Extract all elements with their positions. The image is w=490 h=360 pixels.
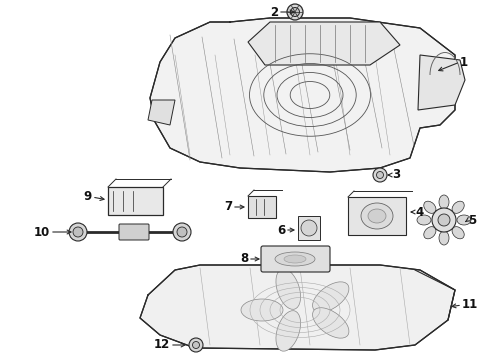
Circle shape (373, 168, 387, 182)
Text: 8: 8 (240, 252, 248, 266)
Ellipse shape (275, 252, 315, 266)
Ellipse shape (457, 215, 471, 225)
Circle shape (432, 208, 456, 232)
Ellipse shape (452, 201, 464, 213)
Polygon shape (418, 55, 465, 110)
Circle shape (73, 227, 83, 237)
Circle shape (287, 4, 303, 20)
Ellipse shape (417, 215, 431, 225)
FancyBboxPatch shape (108, 187, 163, 215)
FancyBboxPatch shape (248, 196, 276, 218)
Circle shape (438, 214, 450, 226)
Text: 5: 5 (468, 213, 476, 226)
Circle shape (291, 8, 299, 17)
Circle shape (173, 223, 191, 241)
Text: 2: 2 (270, 5, 278, 18)
Polygon shape (150, 18, 455, 172)
FancyBboxPatch shape (261, 246, 330, 272)
Text: 10: 10 (34, 225, 50, 238)
FancyBboxPatch shape (298, 216, 320, 240)
Ellipse shape (276, 311, 300, 351)
Circle shape (301, 220, 317, 236)
Ellipse shape (241, 299, 283, 321)
Ellipse shape (313, 282, 349, 312)
Text: 12: 12 (154, 338, 170, 351)
Ellipse shape (452, 227, 464, 239)
Ellipse shape (439, 195, 449, 209)
Ellipse shape (439, 231, 449, 245)
Ellipse shape (368, 209, 386, 223)
Circle shape (69, 223, 87, 241)
Text: 6: 6 (277, 224, 285, 237)
Ellipse shape (424, 227, 436, 239)
Polygon shape (248, 22, 400, 65)
Text: 11: 11 (462, 298, 478, 311)
Ellipse shape (276, 269, 300, 309)
Circle shape (193, 342, 199, 348)
Text: 1: 1 (460, 55, 468, 68)
FancyBboxPatch shape (119, 224, 149, 240)
Polygon shape (140, 265, 455, 350)
Text: 4: 4 (415, 206, 423, 219)
Text: 3: 3 (392, 168, 400, 181)
Ellipse shape (361, 203, 393, 229)
Ellipse shape (284, 255, 306, 263)
FancyBboxPatch shape (348, 197, 406, 235)
Polygon shape (148, 100, 175, 125)
Text: 9: 9 (84, 190, 92, 203)
Circle shape (376, 171, 384, 179)
Ellipse shape (313, 308, 349, 338)
Circle shape (189, 338, 203, 352)
Circle shape (177, 227, 187, 237)
Text: 7: 7 (224, 201, 232, 213)
Ellipse shape (424, 201, 436, 213)
